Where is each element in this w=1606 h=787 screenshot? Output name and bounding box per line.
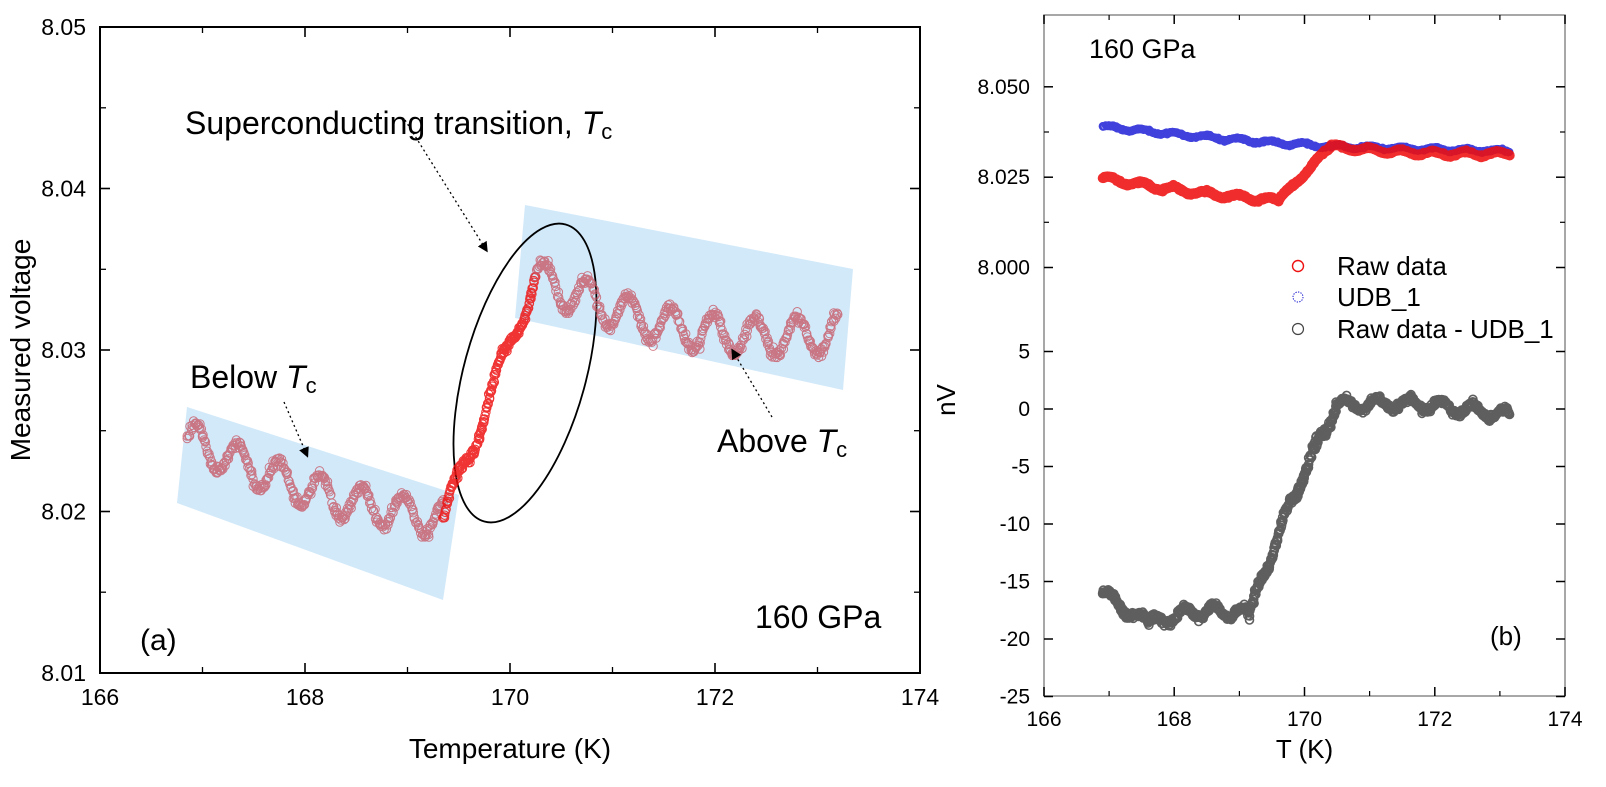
svg-text:8.000: 8.000 <box>977 257 1030 280</box>
svg-text:5: 5 <box>1018 341 1030 364</box>
svg-text:-25: -25 <box>1000 686 1030 709</box>
svg-text:8.025: 8.025 <box>977 166 1030 189</box>
svg-text:170: 170 <box>1287 708 1322 731</box>
svg-text:174: 174 <box>901 684 940 710</box>
svg-text:Raw data - UDB_1: Raw data - UDB_1 <box>1337 314 1554 344</box>
svg-text:160 GPa: 160 GPa <box>755 599 882 635</box>
svg-text:(a): (a) <box>140 624 177 657</box>
svg-text:8.05: 8.05 <box>41 14 86 40</box>
svg-text:Below Tc: Below Tc <box>190 359 317 398</box>
svg-text:166: 166 <box>1026 708 1061 731</box>
svg-text:Measured voltage: Measured voltage <box>5 239 36 462</box>
svg-text:8.02: 8.02 <box>41 499 86 525</box>
svg-text:160 GPa: 160 GPa <box>1089 34 1197 64</box>
svg-text:Superconducting transition, Tc: Superconducting transition, Tc <box>185 105 612 144</box>
svg-text:-20: -20 <box>1000 628 1030 651</box>
svg-text:0: 0 <box>1018 398 1030 421</box>
svg-text:nV: nV <box>931 383 961 415</box>
svg-text:8.03: 8.03 <box>41 337 86 363</box>
svg-text:-10: -10 <box>1000 513 1030 536</box>
svg-text:Above Tc: Above Tc <box>717 423 847 462</box>
svg-text:8.050: 8.050 <box>977 76 1030 99</box>
svg-text:168: 168 <box>1157 708 1192 731</box>
svg-text:172: 172 <box>1417 708 1452 731</box>
svg-text:(b): (b) <box>1490 621 1522 651</box>
svg-text:172: 172 <box>696 684 734 710</box>
svg-text:8.04: 8.04 <box>41 176 86 202</box>
svg-text:174: 174 <box>1547 708 1582 731</box>
svg-text:166: 166 <box>81 684 119 710</box>
svg-text:-5: -5 <box>1011 456 1030 479</box>
svg-text:Temperature (K): Temperature (K) <box>409 733 611 764</box>
svg-text:-15: -15 <box>1000 571 1030 594</box>
svg-text:UDB_1: UDB_1 <box>1337 282 1421 312</box>
svg-text:168: 168 <box>286 684 324 710</box>
svg-text:170: 170 <box>491 684 529 710</box>
svg-text:8.01: 8.01 <box>41 660 86 686</box>
svg-text:Raw data: Raw data <box>1337 251 1447 281</box>
svg-text:T (K): T (K) <box>1276 734 1333 764</box>
